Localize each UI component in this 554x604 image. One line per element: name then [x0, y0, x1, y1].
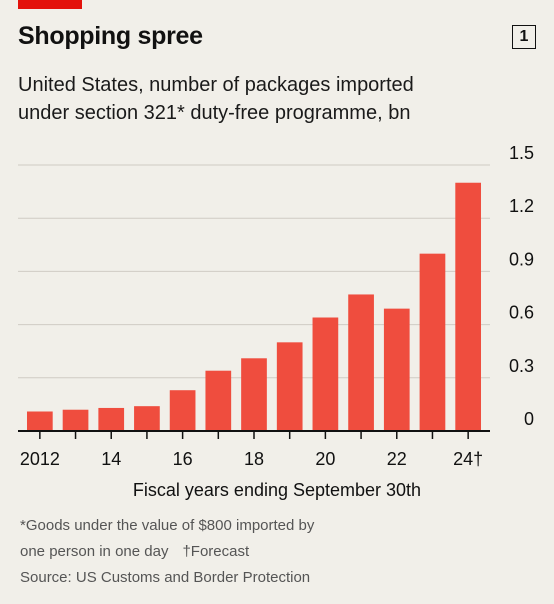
subtitle-line-1: United States, number of packages import…	[18, 74, 414, 96]
bar	[455, 182, 482, 431]
y-tick-label: 0.9	[509, 249, 534, 269]
bar	[169, 390, 196, 431]
footnote-forecast-note: †Forecast	[182, 543, 250, 560]
x-tick-label: 16	[173, 449, 193, 469]
x-tick-label: 24†	[453, 449, 483, 469]
y-tick-label: 0.3	[509, 356, 534, 376]
y-tick-label: 1.2	[509, 196, 534, 216]
x-tick-label: 18	[244, 449, 264, 469]
footnote-goods: *Goods under the value of $800 imported …	[20, 517, 315, 534]
y-axis-tick-labels: 0 0.3 0.6 0.9 1.2 1.5	[509, 143, 534, 429]
chart-number-badge: 1	[512, 25, 536, 49]
x-tick-label: 2012	[20, 449, 60, 469]
bar	[419, 253, 446, 431]
bar	[62, 409, 89, 431]
chart-title: Shopping spree	[18, 22, 203, 50]
x-axis-title: Fiscal years ending September 30th	[132, 480, 422, 500]
bar	[276, 342, 303, 431]
y-tick-label: 0	[524, 409, 534, 429]
footnote-forecast: one person in one day †Forecast	[20, 542, 249, 562]
y-tick-label: 1.5	[509, 143, 534, 163]
brand-tag-bar	[18, 0, 82, 9]
bar	[26, 411, 53, 431]
bar	[241, 358, 267, 431]
bar	[348, 294, 374, 431]
bar	[312, 317, 339, 431]
bar	[98, 407, 125, 431]
x-axis-tick-labels: 2012 14 16 18 20 22 24†	[20, 449, 483, 469]
footnote-goods-continued: one person in one day	[20, 543, 169, 560]
x-tick-label: 22	[387, 449, 407, 469]
chart-subtitle: United States, number of packages import…	[18, 71, 528, 127]
x-tick-label: 14	[101, 449, 121, 469]
subtitle-line-2: under section 321* duty-free programme, …	[18, 102, 411, 124]
bar-chart: 0 0.3 0.6 0.9 1.2 1.5 2012 14 16 18 20 22 24†	[18, 143, 534, 469]
bar	[134, 406, 160, 431]
x-axis	[18, 430, 490, 439]
x-tick-label: 20	[315, 449, 335, 469]
bar	[383, 308, 410, 431]
source-note: Source: US Customs and Border Protection	[20, 569, 311, 586]
bars	[26, 182, 482, 431]
bar	[205, 370, 232, 431]
grid-lines	[18, 164, 490, 379]
y-tick-label: 0.6	[509, 303, 534, 323]
